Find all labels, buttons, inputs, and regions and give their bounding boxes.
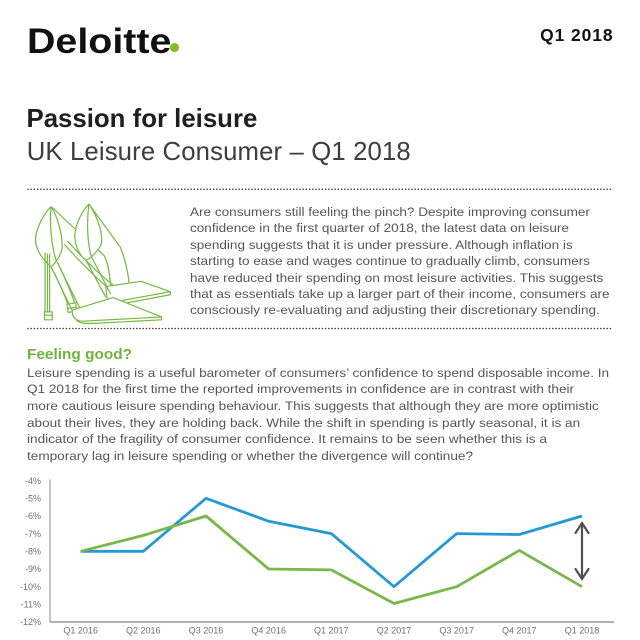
- svg-text:Q3 2016: Q3 2016: [189, 625, 224, 635]
- svg-text:Q2 2016: Q2 2016: [126, 625, 161, 635]
- svg-text:-11%: -11%: [21, 600, 41, 610]
- svg-text:-8%: -8%: [25, 547, 41, 557]
- svg-text:Q2 2017: Q2 2017: [377, 625, 412, 635]
- svg-text:-5%: -5%: [25, 494, 41, 504]
- svg-text:-9%: -9%: [25, 564, 41, 574]
- svg-text:Q3 2017: Q3 2017: [439, 625, 474, 635]
- svg-text:Q1 2016: Q1 2016: [63, 625, 98, 635]
- svg-text:-6%: -6%: [25, 511, 41, 521]
- svg-text:Q4 2017: Q4 2017: [502, 625, 537, 635]
- svg-text:-4%: -4%: [25, 476, 41, 486]
- svg-text:-10%: -10%: [20, 582, 41, 592]
- svg-text:Q1 2018: Q1 2018: [565, 625, 600, 635]
- svg-text:Q1 2017: Q1 2017: [314, 625, 349, 635]
- svg-text:-7%: -7%: [25, 529, 41, 539]
- svg-text:-12%: -12%: [20, 617, 41, 627]
- svg-text:Q4 2016: Q4 2016: [251, 625, 286, 635]
